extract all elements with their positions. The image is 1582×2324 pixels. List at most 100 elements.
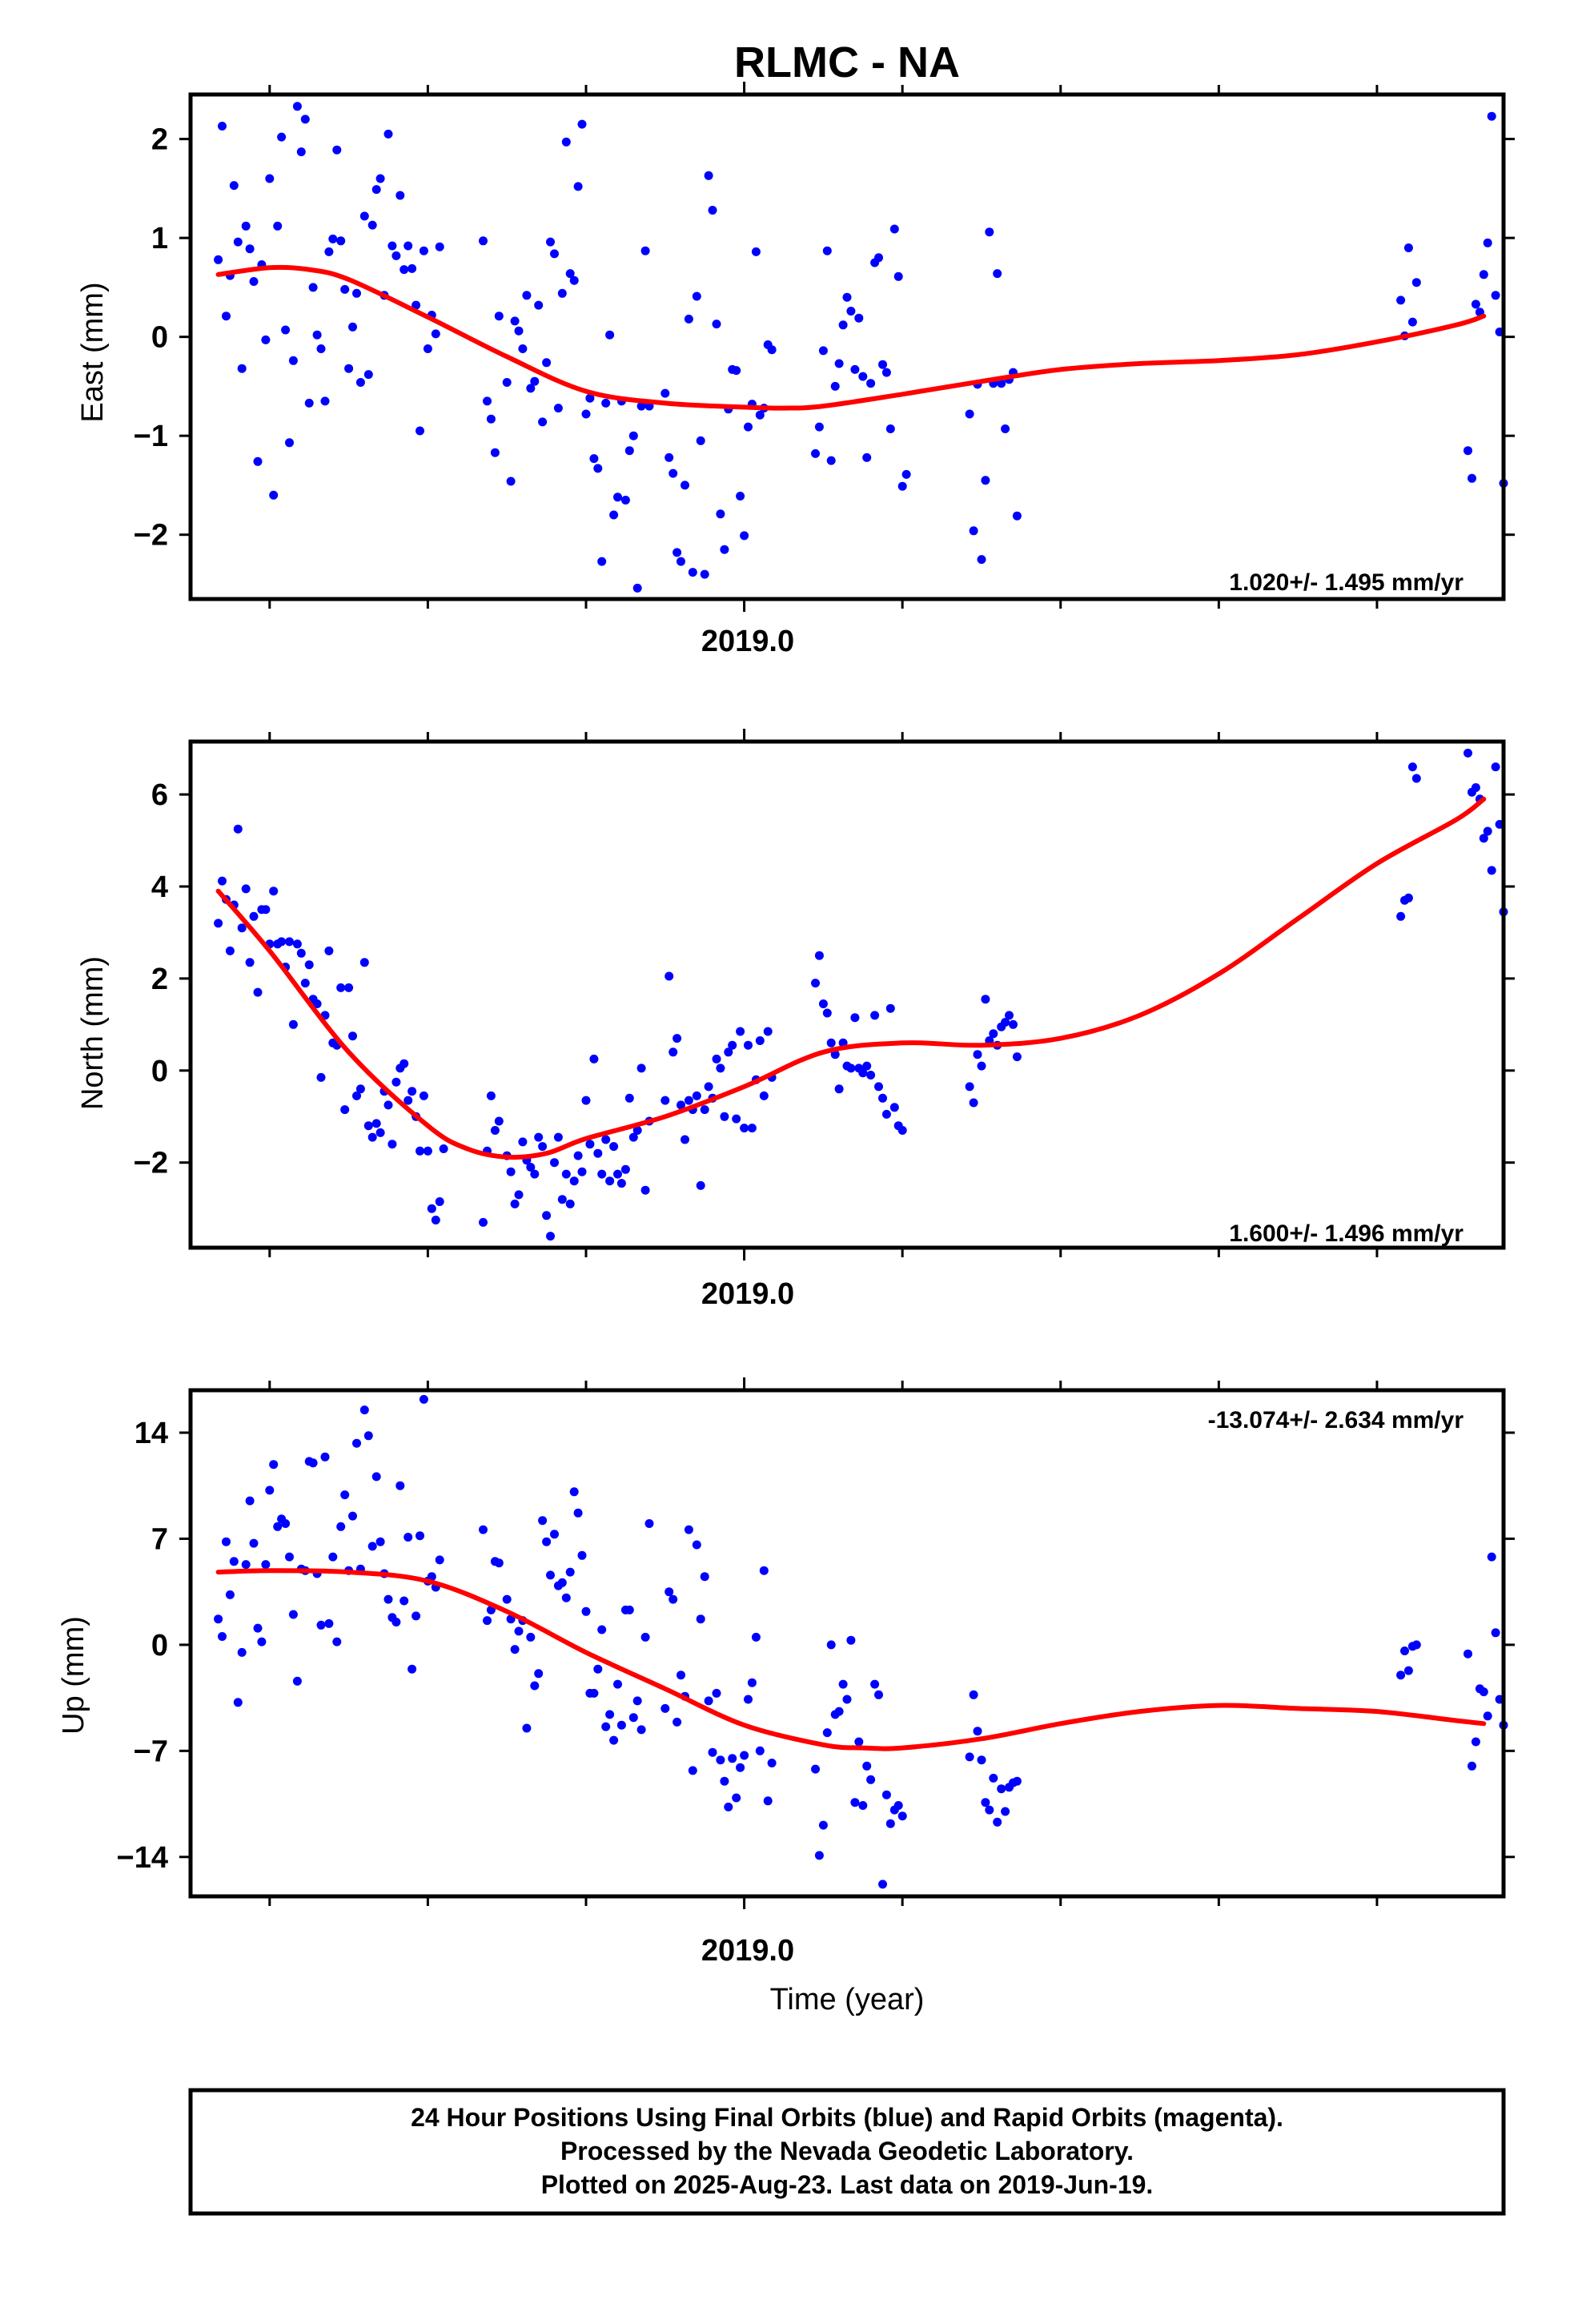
up-data-point [985,1805,994,1815]
up-data-point [885,1819,895,1828]
east-data-point [874,253,883,263]
north-data-point [557,1195,567,1204]
east-data-point [708,206,717,215]
north-data-point [408,1087,417,1096]
up-data-point [696,1614,705,1624]
up-data-point [692,1540,701,1550]
up-data-point [997,1784,1006,1794]
north-ytick-label: −2 [134,1147,168,1180]
east-data-point [981,476,990,485]
east-data-point [696,436,705,445]
north-data-point [359,958,369,967]
north-ylabel: North (mm) [76,956,110,1110]
north-data-point [850,1013,860,1023]
east-data-point [304,398,314,408]
east-data-point [526,384,536,393]
up-data-point [724,1802,733,1811]
east-data-point [479,236,488,246]
time-xlabel: Time (year) [770,1983,925,2016]
north-data-point [811,979,820,988]
north-data-point [826,1038,836,1047]
east-data-point [249,277,259,286]
north-panel: North (mm) −2 0 2 4 6 2019.0 1.600+/- 1.496 … [76,729,1515,1311]
footer-line-1: 24 Hour Positions Using Final Orbits (bl… [411,2103,1283,2132]
east-data-point [569,275,579,285]
north-data-point [677,1100,685,1110]
north-ytick-label: 4 [151,870,168,904]
north-data-point [534,1132,544,1142]
up-data-point [404,1533,413,1542]
east-data-point [969,526,978,536]
north-data-point [661,1096,670,1105]
up-data-point [632,1696,642,1706]
east-data-point [834,359,844,368]
east-ytick-label: 1 [151,222,168,255]
north-data-point [889,1103,899,1112]
east-data-point [400,265,409,275]
east-data-point [1411,278,1421,287]
east-data-point [265,174,275,183]
up-data-point [391,1618,401,1626]
north-data-point [724,1047,733,1057]
east-data-point [494,312,504,321]
north-data-point [561,1169,571,1179]
north-data-point [546,1232,555,1241]
north-data-point [897,1126,907,1135]
up-data-point [412,1611,421,1621]
up-data-point [483,1616,492,1626]
north-data-point [1396,911,1406,921]
up-data-point [1012,1776,1022,1786]
east-data-point [229,181,239,191]
east-data-point [308,283,318,292]
north-data-point [616,1179,626,1188]
north-data-point [253,987,263,997]
up-data-point [1396,1671,1406,1680]
east-data-point [688,568,697,577]
up-data-point [700,1572,709,1582]
east-data-point [585,393,595,403]
north-data-point [292,939,302,949]
east-data-point [593,464,603,473]
east-data-point [1012,511,1022,521]
north-fit-line [215,796,1487,1160]
east-data-point [985,227,994,237]
up-data-point [400,1596,409,1606]
north-data-point [352,1091,361,1100]
east-data-point [838,320,848,330]
north-data-point [981,995,990,1004]
up-data-point [222,1537,231,1546]
east-data-point [490,448,500,457]
east-data-point [632,583,642,593]
up-data-point [644,1519,654,1528]
up-data-point [684,1525,693,1534]
north-data-point [740,1124,749,1133]
east-data-point [736,492,745,501]
east-data-point [261,335,271,344]
up-data-point [530,1681,540,1691]
east-data-point [423,344,432,353]
north-data-point [348,1031,357,1041]
north-data-point [878,1093,887,1103]
up-data-point [1487,1552,1496,1562]
up-data-point [561,1593,571,1602]
north-data-point [427,1204,436,1213]
up-data-point [862,1761,872,1771]
east-data-point [324,247,334,256]
footer-box: 24 Hour Positions Using Final Orbits (bl… [188,2088,1506,2216]
east-data-point [281,325,291,335]
north-data-point [367,1132,377,1142]
east-data-point [597,557,607,566]
north-data-point [636,1063,646,1073]
east-data-point [1471,300,1480,309]
east-data-point [1403,243,1413,252]
up-data-point [763,1796,773,1806]
north-data-point [363,1121,373,1131]
up-data-point [881,1790,891,1799]
north-data-point [712,1054,721,1063]
north-data-point [375,1128,385,1137]
up-data-point [1468,1761,1476,1771]
north-data-point [597,1169,607,1179]
up-data-point [965,1752,974,1762]
up-data-point [569,1487,579,1497]
up-data-point [593,1664,603,1674]
